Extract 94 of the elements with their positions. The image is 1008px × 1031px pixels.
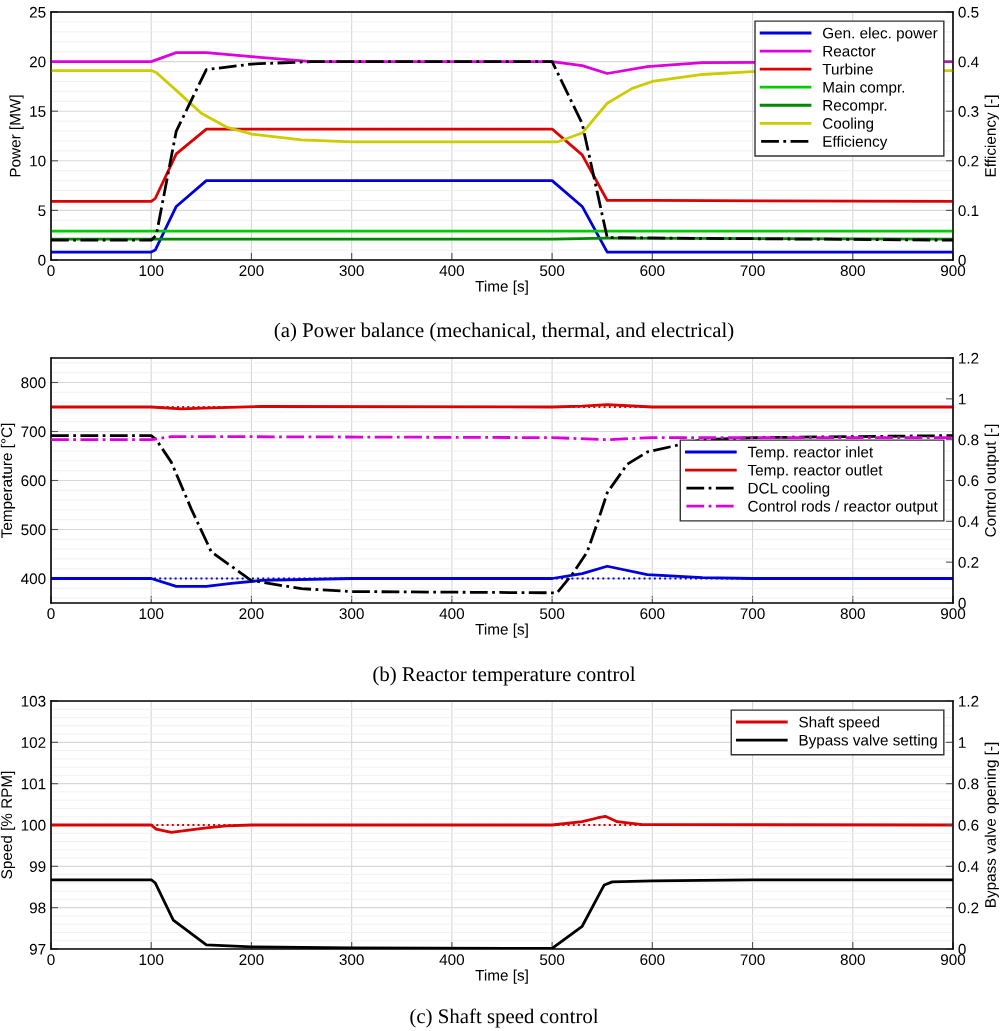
y2-tick-label: 0.6 <box>958 475 979 487</box>
x-tick-label: 200 <box>239 954 264 966</box>
y2-tick-label: 0.5 <box>958 6 979 18</box>
y-tick-label: 800 <box>21 377 46 389</box>
x-tick-label: 600 <box>640 608 665 620</box>
text: (c) Shaft speed control <box>410 1008 599 1028</box>
x-tick-label: 400 <box>439 608 465 620</box>
line-series <box>51 179 953 254</box>
x-tick-label: 100 <box>139 265 164 277</box>
y2-tick-label: 1.2 <box>959 695 979 707</box>
legend-label: Reactor <box>823 45 876 57</box>
y-tick-label: 20 <box>29 56 46 68</box>
y2-tick-label: 0.3 <box>958 106 979 117</box>
x-tick-label: 400 <box>439 265 465 277</box>
y-tick-label: 97 <box>29 943 46 955</box>
legend-label: Control rods / reactor output <box>748 500 938 515</box>
y2-tick-label: 1 <box>959 393 966 405</box>
x-axis-title: Time [s] <box>475 969 528 984</box>
y2-axis-title: Efficiency [-] <box>984 95 999 177</box>
y2-tick-label: 0.4 <box>958 516 979 528</box>
y2-tick-label: 0.1 <box>958 205 979 217</box>
x-tick-label: 400 <box>439 954 465 966</box>
legend-label: Cooling <box>823 117 874 132</box>
x-tick-label: 900 <box>940 608 966 620</box>
y-axis-title: Temperature [°C] <box>0 423 16 538</box>
x-tick-label: 100 <box>139 608 164 620</box>
x-tick-label: 0 <box>47 265 55 277</box>
legend-label: Temp. reactor inlet <box>747 446 874 461</box>
x-tick-label: 0 <box>47 954 55 966</box>
text: (a) Power balance (mechanical, thermal, and electrical) <box>274 322 734 342</box>
x-axis-title: Time [s] <box>475 623 528 638</box>
y2-tick-label: 0.4 <box>958 861 979 873</box>
x-tick-label: 600 <box>640 265 665 277</box>
y-tick-label: 100 <box>21 819 46 831</box>
y-tick-label: 0 <box>38 254 46 266</box>
y-tick-label: 500 <box>21 524 46 536</box>
x-tick-label: 800 <box>840 265 865 277</box>
x-tick-label: 100 <box>139 954 164 966</box>
x-tick-label: 500 <box>539 265 565 277</box>
y-tick-label: 98 <box>29 902 46 914</box>
x-tick-label: 500 <box>539 608 565 620</box>
y-tick-label: 10 <box>30 155 46 167</box>
y-axis-title: Speed [% RPM] <box>0 771 16 879</box>
legend-label: Bypass valve setting <box>799 734 937 749</box>
y2-axis-title: Bypass valve opening [-] <box>984 742 999 907</box>
y-tick-label: 400 <box>21 573 46 585</box>
text: (b) Reactor temperature control <box>373 666 636 686</box>
x-tick-label: 200 <box>239 265 264 277</box>
legend-label: Efficiency <box>823 135 888 150</box>
y2-tick-label: 0.4 <box>958 56 979 68</box>
x-tick-label: 300 <box>339 265 364 277</box>
y-tick-label: 103 <box>21 695 46 707</box>
legend-label: Temp. reactor outlet <box>747 464 883 479</box>
y-tick-label: 101 <box>21 778 46 790</box>
y2-axis-title: Control output [-] <box>984 424 999 537</box>
x-tick-label: 0 <box>47 608 55 620</box>
x-tick-label: 600 <box>640 954 665 966</box>
y-tick-label: 102 <box>21 737 46 749</box>
legend-label: Recompr. <box>823 100 887 114</box>
legend-label: Turbine <box>822 63 873 75</box>
legend-label: Gen. elec. power <box>823 27 938 42</box>
x-tick-label: 700 <box>740 608 765 620</box>
legend-label: Shaft speed <box>799 716 880 731</box>
y2-tick-label: 1 <box>959 737 966 748</box>
y2-tick-label: 0.8 <box>958 778 979 790</box>
y2-tick-label: 0.2 <box>958 557 979 568</box>
y-tick-label: 600 <box>21 475 46 487</box>
y2-tick-label: 0 <box>958 597 966 609</box>
y2-tick-label: 0.2 <box>958 155 979 167</box>
y-tick-label: 15 <box>30 106 46 117</box>
x-tick-label: 300 <box>339 954 364 966</box>
x-tick-label: 500 <box>539 954 565 966</box>
y-tick-label: 25 <box>29 6 46 18</box>
y-tick-label: 700 <box>21 426 46 438</box>
y2-tick-label: 0 <box>958 943 966 955</box>
y2-tick-label: 1.2 <box>959 352 979 364</box>
y2-tick-label: 0 <box>958 254 966 266</box>
x-tick-label: 900 <box>940 265 966 277</box>
legend-label: DCL cooling <box>748 482 830 497</box>
y2-tick-label: 0.6 <box>958 819 979 831</box>
x-tick-label: 800 <box>840 954 865 966</box>
x-tick-label: 200 <box>239 608 264 620</box>
x-tick-label: 700 <box>740 265 765 277</box>
y-tick-label: 99 <box>29 861 46 873</box>
y-tick-label: 5 <box>38 205 46 217</box>
legend-label: Main compr. <box>823 81 905 96</box>
x-axis-title: Time [s] <box>475 280 528 295</box>
y2-tick-label: 0.2 <box>958 902 979 914</box>
x-tick-label: 900 <box>940 954 966 966</box>
x-tick-label: 700 <box>740 954 765 966</box>
x-tick-label: 800 <box>840 608 865 620</box>
y2-tick-label: 0.8 <box>958 434 979 446</box>
y-axis-title: Power [MW] <box>9 95 24 177</box>
x-tick-label: 300 <box>339 608 364 620</box>
